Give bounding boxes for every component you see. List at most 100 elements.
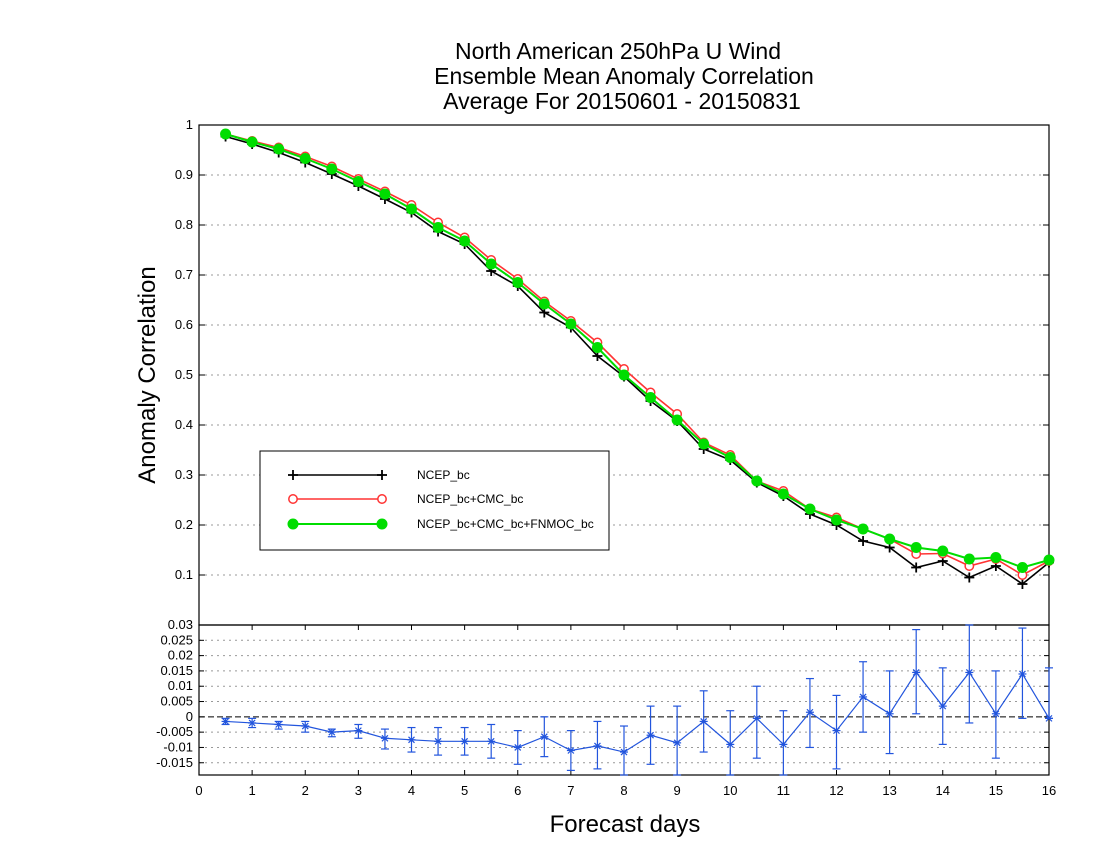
y-tick-label: -0.005: [156, 724, 193, 739]
x-tick-label: 6: [514, 783, 521, 798]
filled-circle-marker: [618, 369, 630, 381]
y-tick-label: 0.2: [175, 517, 193, 532]
plus-marker: [911, 562, 922, 573]
x-axis: 0 1 2 3 4 5 6 7 8 9 10 11 12 13 14 15 16: [195, 625, 1056, 798]
star-marker: [327, 728, 336, 736]
star-marker: [540, 733, 549, 741]
filled-circle-marker: [352, 176, 364, 187]
y-tick-label: -0.01: [163, 739, 193, 754]
top-y-axis: 0.1 0.2 0.3 0.4 0.5 0.6 0.7 0.8 0.9 1: [175, 117, 1049, 582]
filled-circle-marker: [671, 414, 683, 426]
x-tick-label: 1: [249, 783, 256, 798]
y-tick-label: -0.015: [156, 755, 193, 770]
x-axis-title: Forecast days: [550, 811, 701, 838]
error-bar: [752, 685, 761, 759]
legend: NCEP_bc NCEP_bc+CMC_bc NCEP_bc+CMC_bc+FNMO…: [259, 450, 610, 551]
filled-circle-marker: [963, 553, 975, 565]
filled-circle-marker: [910, 542, 922, 553]
x-tick-label: 4: [408, 783, 415, 798]
legend-entry-1: NCEP_bc: [288, 468, 470, 482]
legend-entry-3: NCEP_bc+CMC_bc+FNMOC_bc: [287, 517, 594, 531]
legend-box: [259, 450, 610, 551]
star-marker: [832, 727, 841, 735]
filled-circle-marker: [777, 488, 789, 500]
star-marker: [779, 740, 788, 748]
star-marker: [938, 702, 947, 710]
filled-circle-marker: [406, 203, 417, 215]
x-tick-label: 2: [302, 783, 309, 798]
filled-circle-marker: [376, 518, 388, 530]
open-circle-marker: [288, 494, 298, 504]
x-tick-label: 7: [567, 783, 574, 798]
error-bar: [832, 694, 841, 770]
x-tick-label: 8: [620, 783, 627, 798]
star-marker: [699, 718, 708, 725]
filled-circle-marker: [432, 222, 444, 233]
filled-circle-marker: [538, 298, 550, 310]
error-bar: [965, 624, 974, 724]
star-marker: [434, 737, 443, 745]
plus-marker: [1017, 579, 1028, 589]
plus-marker: [377, 470, 387, 480]
star-marker: [673, 739, 682, 747]
star-marker: [301, 722, 310, 730]
anomaly-correlation-series: [220, 128, 1055, 589]
legend-label: NCEP_bc+CMC_bc+FNMOC_bc: [417, 517, 594, 531]
x-tick-label: 15: [989, 783, 1003, 798]
y-tick-label: 0.5: [175, 367, 193, 382]
error-bar: [1045, 667, 1053, 719]
star-marker: [620, 748, 628, 756]
series-line: [225, 135, 1050, 585]
y-tick-label: 0.01: [168, 678, 193, 693]
filled-circle-marker: [246, 136, 258, 148]
y-tick-label: 0.1: [175, 567, 193, 582]
difference-series: [221, 624, 1053, 776]
difference-line: [225, 671, 1050, 753]
x-tick-label: 12: [829, 783, 843, 798]
y-tick-label: 0.7: [175, 267, 193, 282]
star-marker: [460, 737, 469, 745]
x-tick-label: 11: [777, 783, 791, 798]
y-tick-label: 0.8: [175, 217, 193, 232]
filled-circle-marker: [724, 452, 736, 463]
filled-circle-marker: [273, 143, 285, 155]
filled-circle-marker: [804, 503, 816, 515]
filled-circle-marker: [459, 235, 471, 247]
difference-line-group: [221, 624, 1053, 776]
chart-title-line-2: Ensemble Mean Anomaly Correlation: [434, 63, 814, 89]
star-marker: [991, 710, 1000, 718]
y-tick-label: 0: [186, 709, 193, 724]
plus-marker: [964, 572, 975, 583]
chart-title-line-1: North American 250hPa U Wind: [455, 38, 781, 64]
error-bar: [885, 670, 894, 755]
error-bar: [673, 705, 682, 776]
filled-circle-marker: [287, 518, 299, 530]
x-tick-label: 16: [1042, 783, 1056, 798]
star-marker: [354, 727, 363, 735]
star-marker: [593, 742, 602, 750]
star-marker: [885, 710, 894, 718]
star-marker: [487, 737, 496, 745]
star-marker: [726, 740, 735, 748]
star-marker: [380, 734, 389, 742]
y-tick-label: 0.005: [160, 694, 193, 709]
x-tick-label: 5: [461, 783, 468, 798]
y-tick-label: 0.9: [175, 167, 193, 182]
error-bar: [726, 710, 735, 776]
star-marker: [1018, 670, 1027, 678]
y-tick-label: 0.015: [160, 663, 193, 678]
bottom-y-axis: -0.015-0.01-0.00500.0050.010.0150.020.02…: [156, 617, 1049, 770]
filled-circle-marker: [379, 188, 391, 200]
x-tick-label: 13: [882, 783, 896, 798]
filled-circle-marker: [645, 392, 657, 403]
y-tick-label: 0.6: [175, 317, 193, 332]
star-marker: [646, 731, 655, 739]
star-marker: [407, 736, 416, 744]
series-3: [220, 128, 1055, 573]
plus-marker: [858, 536, 869, 546]
legend-entry-2: NCEP_bc+CMC_bc: [288, 492, 523, 506]
error-bar: [779, 710, 788, 776]
x-tick-label: 14: [936, 783, 950, 798]
filled-circle-marker: [884, 533, 896, 545]
